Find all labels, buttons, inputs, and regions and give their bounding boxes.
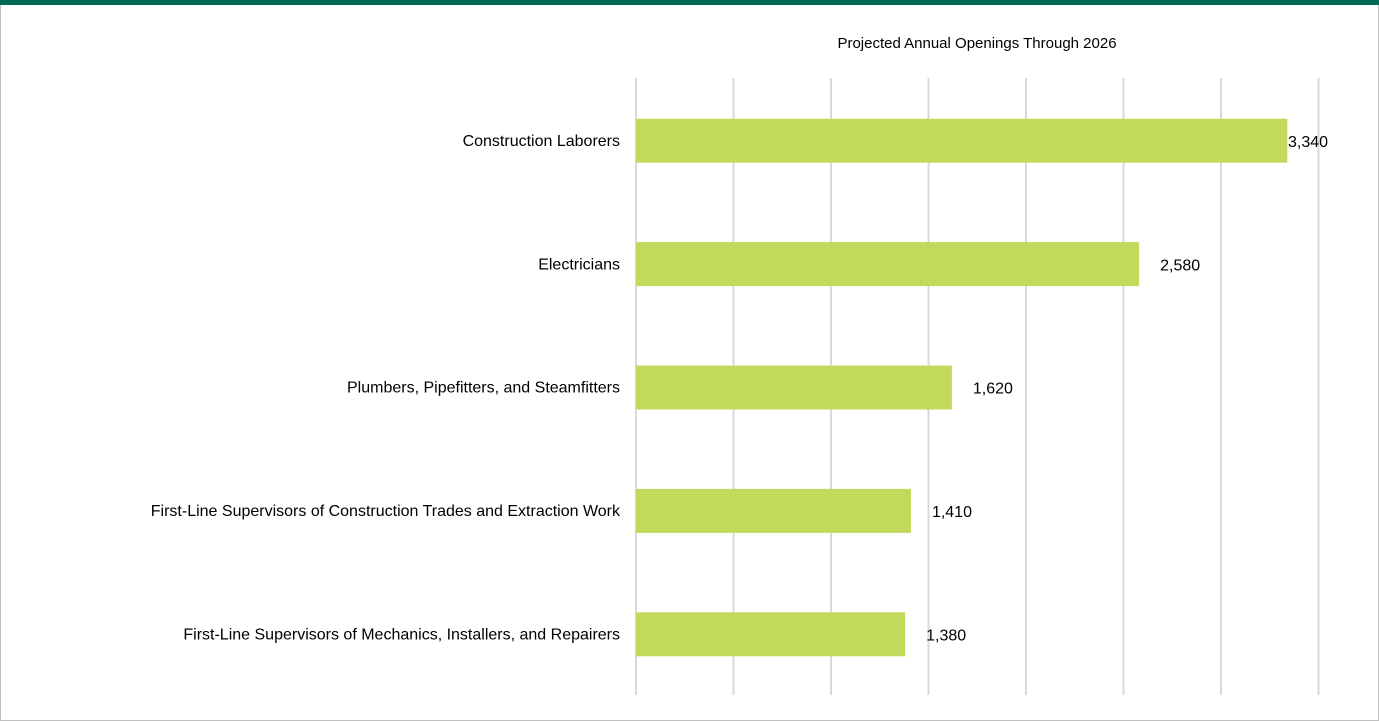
bar: [636, 365, 952, 410]
y-tick-label: First-Line Supervisors of Construction T…: [151, 503, 621, 520]
value-label: 1,620: [973, 381, 1013, 398]
y-tick-label: Construction Laborers: [463, 133, 620, 150]
value-label: 1,380: [926, 628, 966, 645]
value-label: 2,580: [1160, 257, 1200, 274]
y-tick-label: Electricians: [538, 256, 620, 273]
bar: [636, 118, 1288, 163]
value-label: 3,340: [1288, 134, 1328, 151]
top-band: [0, 0, 1379, 5]
bar: [636, 612, 906, 657]
chart-title: Projected Annual Openings Through 2026: [837, 35, 1116, 52]
bar: [636, 488, 911, 533]
y-tick-label: Plumbers, Pipefitters, and Steamfitters: [347, 380, 620, 397]
y-tick-label: First-Line Supervisors of Mechanics, Ins…: [183, 627, 620, 644]
bar: [636, 242, 1140, 287]
value-label: 1,410: [932, 504, 972, 521]
